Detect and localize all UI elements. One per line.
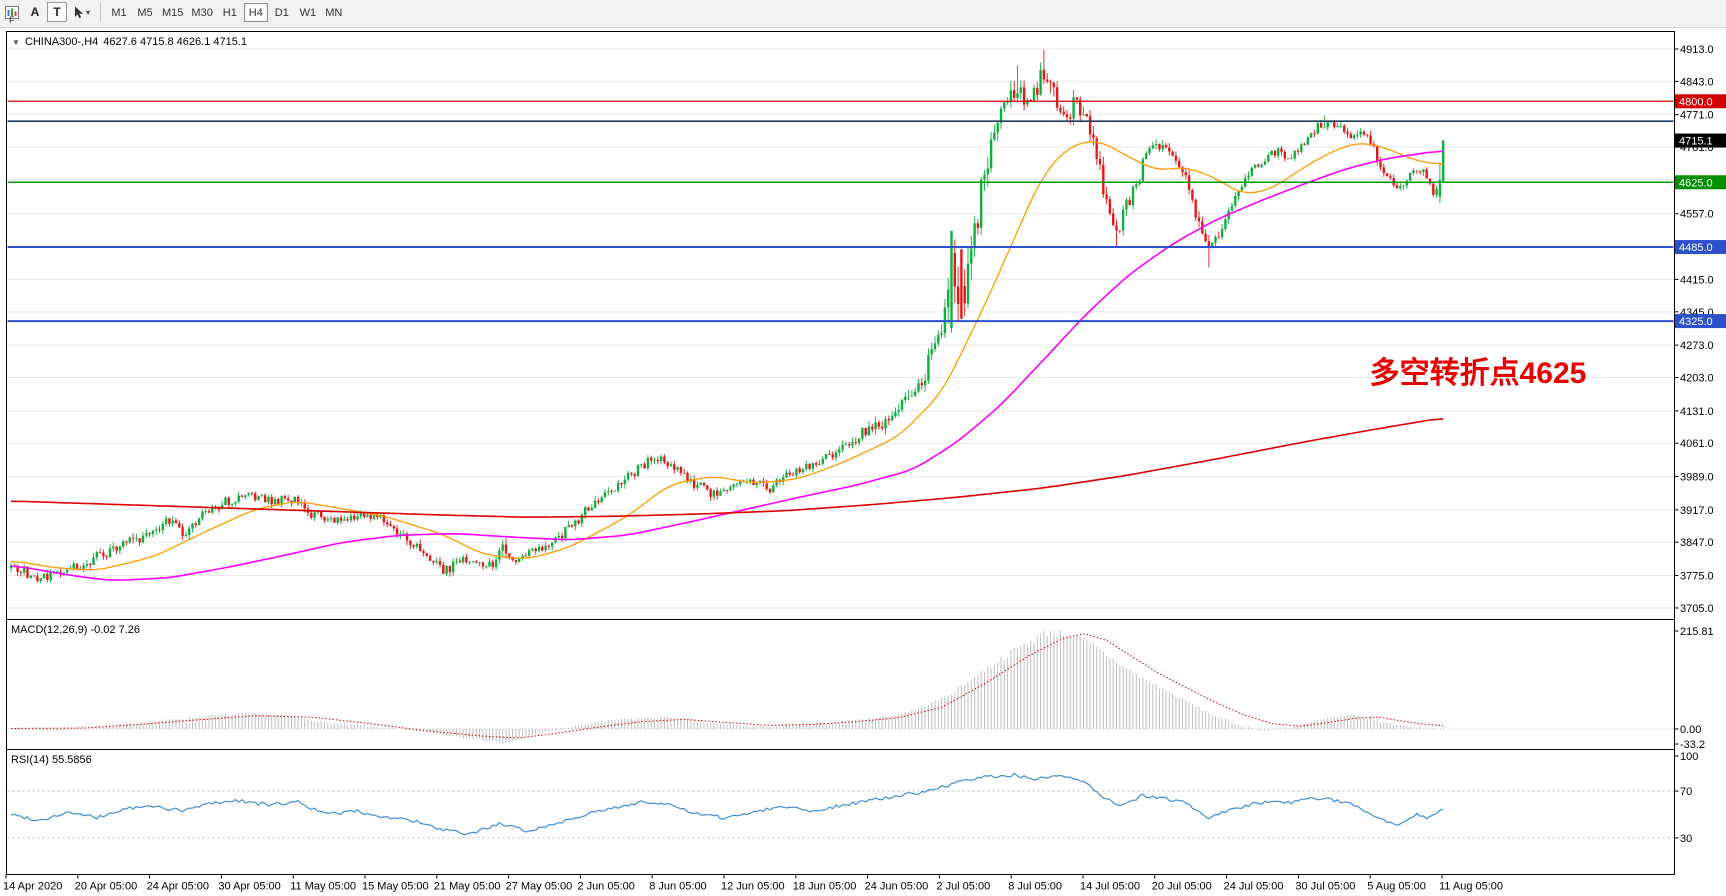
price-axis[interactable]: 4913.04843.04771.04701.04631.04557.04485… [1674,44,1726,615]
pane-frames [6,31,1675,875]
svg-text:2 Jun 05:00: 2 Jun 05:00 [577,881,635,893]
timeframe-button-w1[interactable]: W1 [296,3,320,22]
rsi-axis[interactable]: 100 70 30 [1674,751,1699,845]
svg-text:0.00: 0.00 [1680,724,1701,736]
horizontal-line-objects[interactable] [7,100,1674,323]
svg-text:24 Apr 05:00: 24 Apr 05:00 [147,881,209,893]
svg-text:11 May 05:00: 11 May 05:00 [290,881,356,893]
moving-averages [10,141,1444,581]
timeframe-toolbar: M1 M5 M15 M30 H1 H4 D1 W1 MN [106,2,347,24]
svg-text:30 Jul 05:00: 30 Jul 05:00 [1295,881,1355,893]
symbol-ohlc: 4627.6 4715.8 4626.1 4715.1 [103,36,248,48]
cursor-tool-dropdown[interactable]: ▾ [69,2,94,22]
rsi-pane [7,772,1674,839]
svg-text:8 Jul 05:00: 8 Jul 05:00 [1008,881,1062,893]
svg-text:30 Apr 05:00: 30 Apr 05:00 [218,881,280,893]
price-tag [1675,240,1726,255]
svg-text:4913.0: 4913.0 [1680,44,1714,56]
collapse-arrow-icon[interactable]: ▼ [12,37,20,47]
svg-text:3775.0: 3775.0 [1680,571,1714,583]
price-tag [1675,314,1726,329]
toolbar-separator [100,3,102,21]
svg-text:-33.2: -33.2 [1680,739,1705,751]
svg-text:27 May 05:00: 27 May 05:00 [506,881,573,893]
price-tag [1675,94,1726,109]
slow-ma-red [11,418,1444,518]
svg-text:100: 100 [1680,751,1698,763]
svg-text:14 Jul 05:00: 14 Jul 05:00 [1080,881,1140,893]
svg-text:12 Jun 05:00: 12 Jun 05:00 [721,881,785,893]
chart-icon [5,5,19,19]
svg-text:11 Aug 05:00: 11 Aug 05:00 [1439,881,1503,893]
timeframe-button-d1[interactable]: D1 [270,3,294,22]
timeframe-button-m5[interactable]: M5 [133,3,157,22]
timeframe-button-m1[interactable]: M1 [107,3,131,22]
svg-text:8 Jun 05:00: 8 Jun 05:00 [649,881,707,893]
svg-text:20 Jul 05:00: 20 Jul 05:00 [1152,881,1212,893]
macd-signal-line [11,633,1444,739]
svg-text:4273.0: 4273.0 [1680,340,1714,352]
svg-text:3917.0: 3917.0 [1680,505,1714,517]
rsi-line [10,772,1444,835]
svg-text:4625.0: 4625.0 [1679,177,1713,189]
svg-text:4131.0: 4131.0 [1680,406,1714,418]
svg-text:18 Jun 05:00: 18 Jun 05:00 [793,881,857,893]
text-tool-button[interactable]: T [47,2,67,22]
timeframe-button-h4[interactable]: H4 [243,3,268,22]
svg-text:3989.0: 3989.0 [1680,472,1714,484]
svg-text:2 Jul 05:00: 2 Jul 05:00 [936,881,990,893]
svg-text:15 May 05:00: 15 May 05:00 [362,881,429,893]
timeframe-button-mn[interactable]: MN [322,3,346,22]
chart-symbol-header: ▼ CHINA300-,H4 4627.6 4715.8 4626.1 4715… [12,36,247,48]
svg-text:4843.0: 4843.0 [1680,76,1714,88]
price-tag [1675,175,1726,190]
timeframe-button-m15[interactable]: M15 [159,3,186,22]
timeframe-button-h1[interactable]: H1 [218,3,242,22]
svg-text:4715.1: 4715.1 [1679,136,1713,148]
fast-ma-orange [10,141,1444,571]
svg-text:4415.0: 4415.0 [1680,274,1714,286]
svg-text:3705.0: 3705.0 [1680,603,1714,615]
candles [9,49,1445,584]
svg-text:4325.0: 4325.0 [1679,316,1713,328]
cursor-arrow-icon [75,6,83,18]
symbol-name: CHINA300-,H4 [24,36,99,48]
svg-text:4800.0: 4800.0 [1679,96,1713,108]
svg-text:24 Jun 05:00: 24 Jun 05:00 [865,881,929,893]
svg-text:30: 30 [1680,833,1692,845]
macd-indicator-label: MACD(12,26,9) -0.02 7.26 [11,624,141,636]
svg-text:21 May 05:00: 21 May 05:00 [434,881,501,893]
timeframe-button-m30[interactable]: M30 [188,3,215,22]
macd-axis[interactable]: 215.81 0.00 -33.2 [1674,626,1714,751]
svg-text:4771.0: 4771.0 [1680,110,1714,122]
rsi-indicator-label: RSI(14) 55.5856 [11,754,92,766]
svg-text:14 Apr 2020: 14 Apr 2020 [3,881,62,893]
svg-text:3847.0: 3847.0 [1680,537,1714,549]
top-toolbar: A T ▾ M1 M5 M15 M30 H1 H4 D1 W1 MN [0,0,1726,28]
svg-text:215.81: 215.81 [1680,626,1714,638]
svg-text:4203.0: 4203.0 [1680,373,1714,385]
time-axis[interactable]: 14 Apr 2020 20 Apr 05:00 24 Apr 05:00 30 Ap… [3,874,1503,893]
svg-text:4557.0: 4557.0 [1680,209,1714,221]
svg-text:4485.0: 4485.0 [1679,242,1713,254]
macd-pane [7,630,1674,744]
chart-annotation-text[interactable]: 多空转折点4625 [1369,357,1587,390]
chevron-down-icon: ▾ [86,7,91,17]
toolbar-f-label: F [9,15,15,25]
price-tag [1675,133,1726,148]
charts-toolbar-button[interactable] [1,2,23,22]
svg-text:70: 70 [1680,786,1692,798]
arrow-text-a-button[interactable]: A [25,2,45,22]
svg-text:5 Aug 05:00: 5 Aug 05:00 [1367,881,1426,893]
svg-text:4061.0: 4061.0 [1680,438,1714,450]
svg-text:20 Apr 05:00: 20 Apr 05:00 [75,881,137,893]
svg-text:24 Jul 05:00: 24 Jul 05:00 [1224,881,1284,893]
